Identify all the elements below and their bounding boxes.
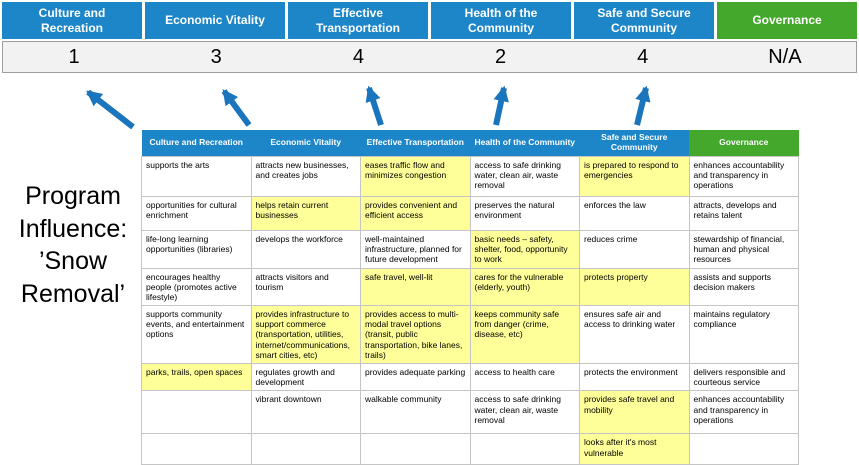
table-cell: life-long learning opportunities (librar…: [141, 229, 252, 269]
table-cell: ensures safe air and access to drinking …: [579, 305, 690, 365]
table-cell: supports the arts: [141, 155, 252, 197]
table-cell: protects the environment: [579, 363, 690, 392]
table-cell: vibrant downtown: [250, 390, 361, 435]
column-header: Health of the Community: [470, 130, 580, 157]
table-cell-highlighted: provides convenient and efficient access: [360, 195, 471, 231]
category-header-effective-transportation: Effective Transportation: [288, 2, 428, 39]
table-cell-highlighted: provides access to multi-modal travel op…: [360, 305, 471, 365]
table-cell: enforces the law: [579, 195, 690, 231]
table-cell: [469, 433, 580, 465]
table-cell: enhances accountability and transparency…: [688, 155, 799, 197]
table-cell: provides adequate parking: [360, 363, 471, 392]
table-body: supports the arts attracts new businesses…: [141, 155, 799, 465]
up-arrow-icon: [221, 89, 252, 127]
table-cell-highlighted: is prepared to respond to emergencies: [579, 155, 690, 197]
up-arrow-icon: [634, 85, 651, 126]
table-cell: access to safe drinking water, clean air…: [469, 155, 580, 197]
table-cell-highlighted: basic needs – safety, shelter, food, opp…: [469, 229, 580, 269]
table-cell: [688, 433, 799, 465]
table-row: parks, trails, open spaces regulates grow…: [141, 363, 799, 392]
program-title: Program Influence: ’Snow Removal’: [18, 182, 128, 308]
table-cell: attracts visitors and tourism: [250, 267, 361, 307]
table-cell: develops the workforce: [250, 229, 361, 269]
category-header-safe-and-secure-community: Safe and Secure Community: [574, 2, 714, 39]
table-cell-highlighted: provides safe travel and mobility: [579, 390, 690, 435]
table-cell: walkable community: [360, 390, 471, 435]
up-arrow-icon: [86, 89, 135, 130]
table-row: supports community events, and entertain…: [141, 305, 799, 365]
table-cell: well-maintained infrastructure, planned …: [360, 229, 471, 269]
table-cell: maintains regulatory compliance: [688, 305, 799, 365]
category-header-governance: Governance: [717, 2, 857, 39]
category-header-health-of-the-community: Health of the Community: [431, 2, 571, 39]
table-cell-highlighted: cares for the vulnerable (elderly, youth…: [469, 267, 580, 307]
table-head: Culture and Recreation Economic Vitality E…: [141, 130, 799, 157]
table-cell: attracts new businesses, and creates job…: [250, 155, 361, 197]
column-header: Culture and Recreation: [141, 130, 251, 157]
up-arrow-icon: [493, 85, 509, 126]
table-row: encourages healthy people (promotes acti…: [141, 267, 799, 307]
table-row: looks after it's most vulnerable: [141, 433, 799, 465]
table-cell: regulates growth and development: [250, 363, 361, 392]
table-cell-highlighted: safe travel, well-lit: [360, 267, 471, 307]
table-cell-highlighted: looks after it's most vulnerable: [579, 433, 690, 465]
table-cell: assists and supports decision makers: [688, 267, 799, 307]
table-row: opportunities for cultural enrichment hel…: [141, 195, 799, 231]
score-value-health-of-the-community: 2: [495, 45, 507, 68]
score-value-safe-and-secure-community: 4: [637, 45, 649, 68]
category-header-culture-and-recreation: Culture and Recreation: [2, 2, 142, 39]
column-header: Effective Transportation: [360, 130, 470, 157]
table-row: vibrant downtown walkable community access…: [141, 390, 799, 435]
column-header: Safe and Secure Community: [579, 130, 689, 157]
table-cell: stewardship of financial, human and phys…: [688, 229, 799, 269]
column-header: Governance: [689, 130, 799, 157]
table-cell-highlighted: protects property: [579, 267, 690, 307]
influence-table: Culture and Recreation Economic Vitality E…: [141, 130, 799, 465]
table-cell: [250, 433, 361, 465]
table-cell: access to health care: [469, 363, 580, 392]
score-bar: 1 3 4 2 4 N/A: [2, 41, 857, 73]
table-cell-highlighted: provides infrastructure to support comme…: [250, 305, 361, 365]
table-cell: [360, 433, 471, 465]
table-cell: [141, 433, 252, 465]
table-header-row: Culture and Recreation Economic Vitality E…: [141, 130, 799, 157]
table-cell: opportunities for cultural enrichment: [141, 195, 252, 231]
up-arrow-icon: [365, 85, 384, 126]
table-cell: attracts, develops and retains talent: [688, 195, 799, 231]
table-cell-highlighted: eases traffic flow and minimizes congest…: [360, 155, 471, 197]
category-bar: Culture and Recreation Economic Vitality E…: [2, 2, 857, 39]
table-cell: reduces crime: [579, 229, 690, 269]
table-cell: access to safe drinking water, clean air…: [469, 390, 580, 435]
score-value-effective-transportation: 4: [352, 45, 364, 68]
table-cell: delivers responsible and courteous servi…: [688, 363, 799, 392]
table-cell-highlighted: parks, trails, open spaces: [141, 363, 252, 392]
score-value-governance: N/A: [768, 45, 802, 68]
table-cell: preserves the natural environment: [469, 195, 580, 231]
score-value-economic-vitality: 3: [210, 45, 222, 68]
table-row: life-long learning opportunities (librar…: [141, 229, 799, 269]
table-cell: [141, 390, 252, 435]
category-header-economic-vitality: Economic Vitality: [145, 2, 285, 39]
table-cell: encourages healthy people (promotes acti…: [141, 267, 252, 307]
column-header: Economic Vitality: [251, 130, 361, 157]
table-cell-highlighted: keeps community safe from danger (crime,…: [469, 305, 580, 365]
table-cell-highlighted: helps retain current businesses: [250, 195, 361, 231]
table-cell: enhances accountability and transparency…: [688, 390, 799, 435]
table-row: supports the arts attracts new businesses…: [141, 155, 799, 197]
table-cell: supports community events, and entertain…: [141, 305, 252, 365]
score-value-culture-and-recreation: 1: [68, 45, 80, 68]
